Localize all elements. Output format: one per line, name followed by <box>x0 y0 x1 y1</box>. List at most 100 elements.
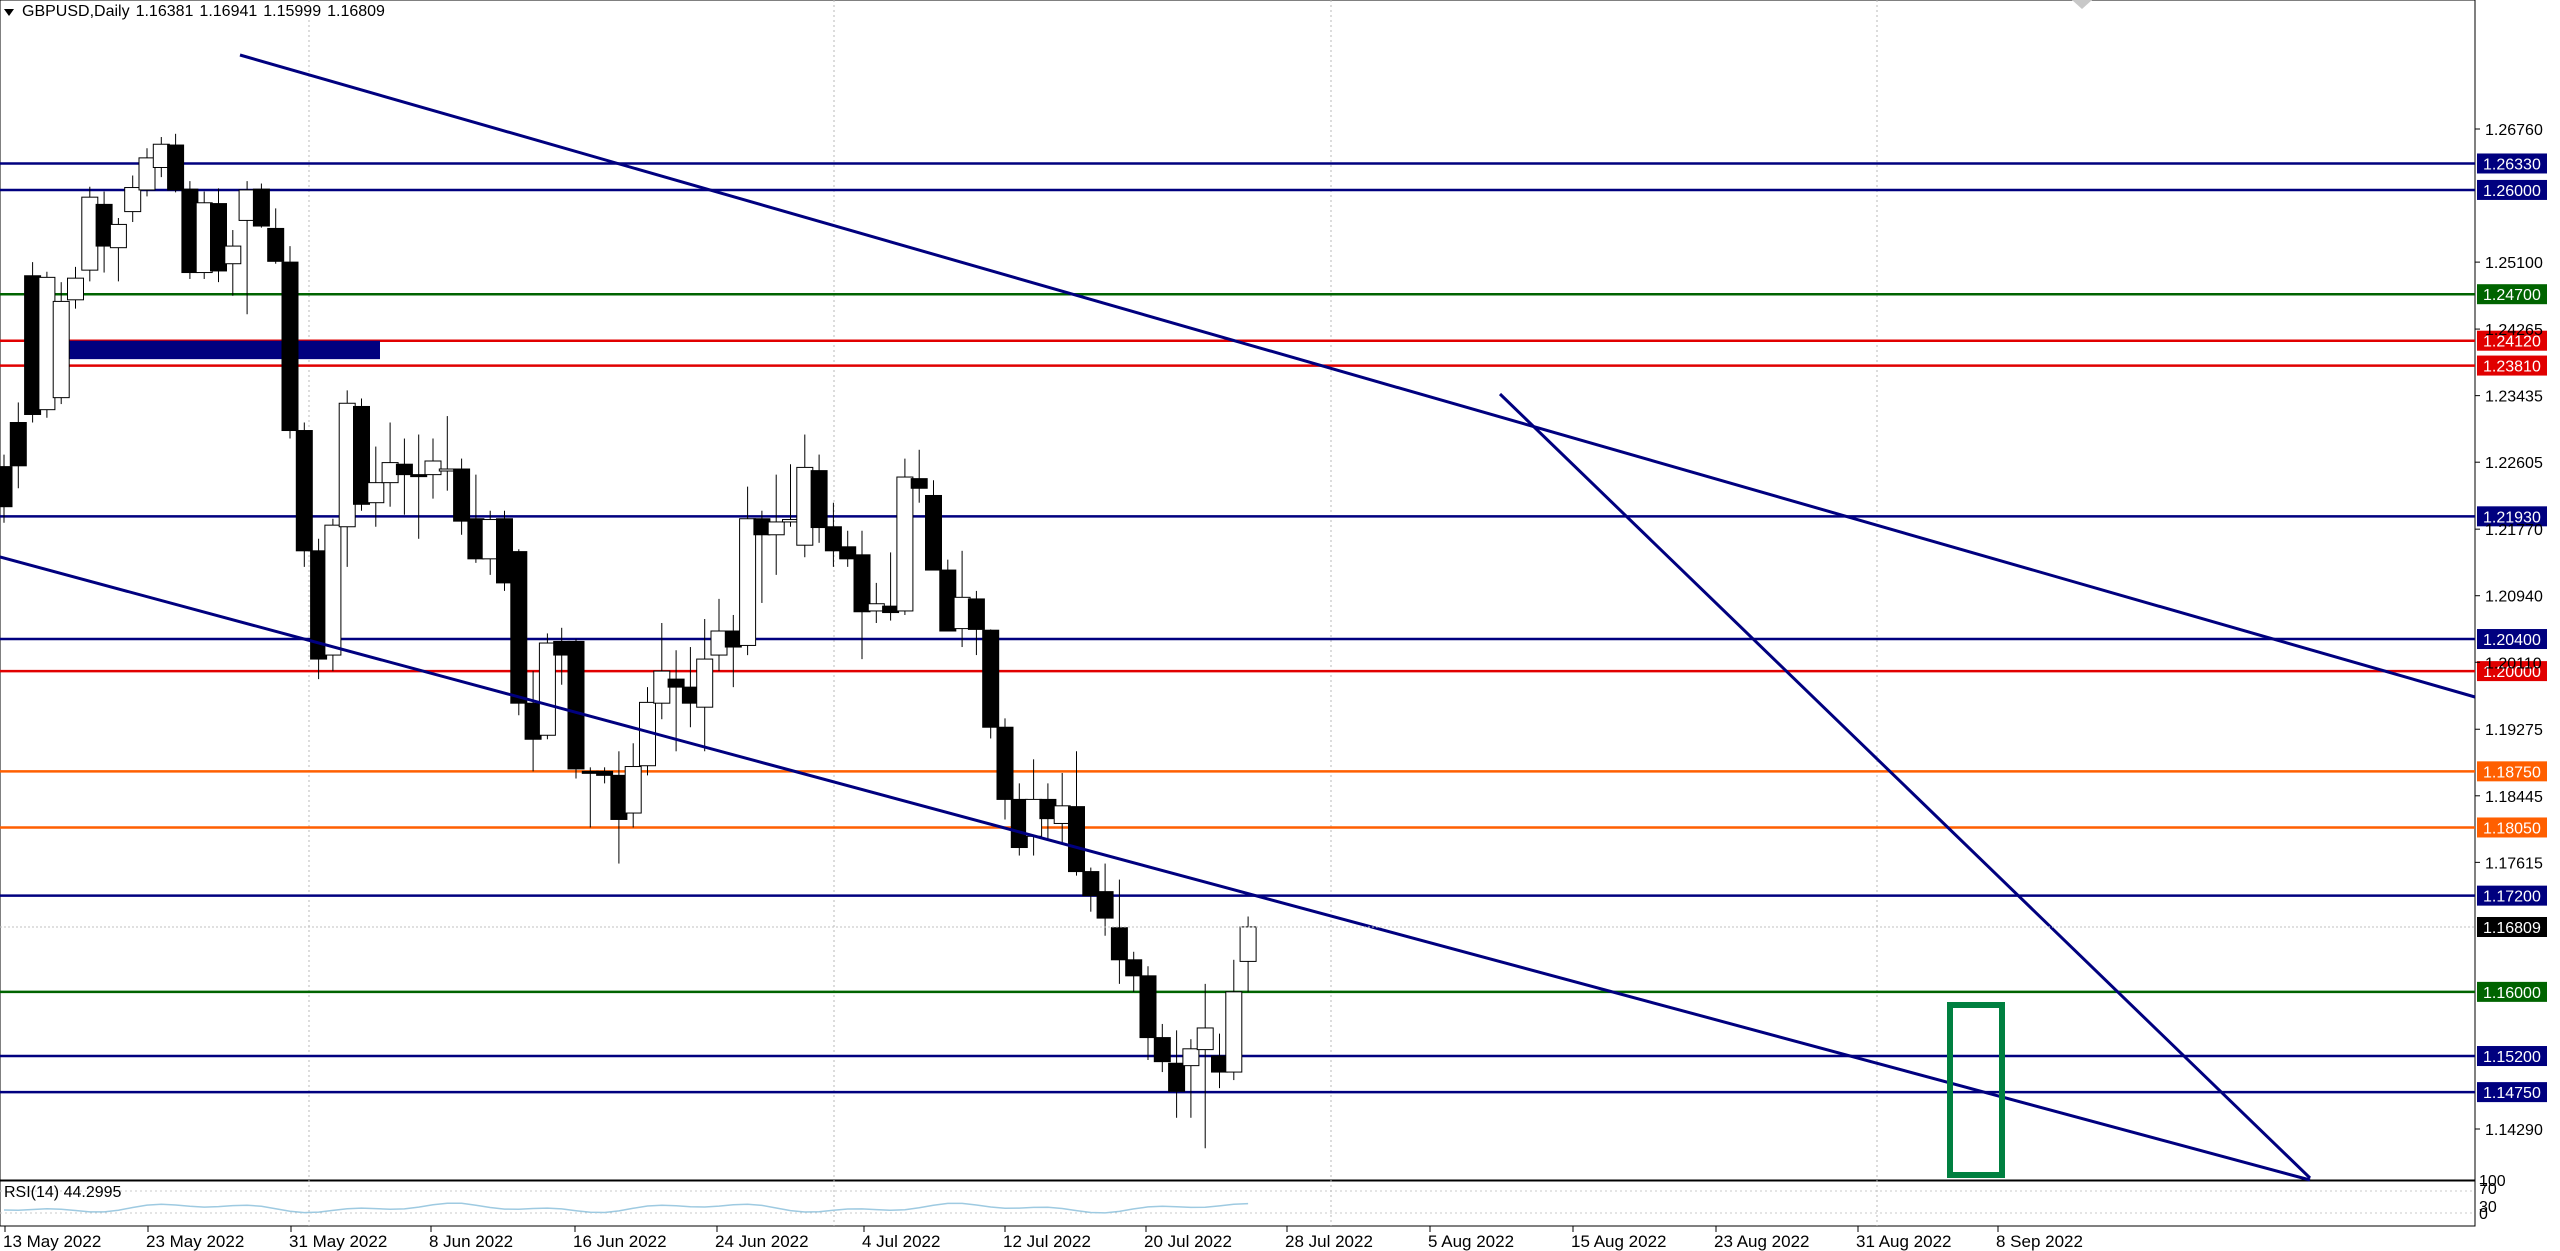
candlestick[interactable] <box>553 627 571 685</box>
bear-candle-body <box>724 630 742 648</box>
candlestick[interactable] <box>167 133 185 193</box>
bull-candle-body <box>438 468 456 472</box>
candlestick[interactable] <box>767 474 785 575</box>
candlestick[interactable] <box>81 186 99 282</box>
candlestick[interactable] <box>52 282 70 405</box>
symbol-timeframe: GBPUSD,Daily <box>22 3 130 20</box>
level-price-label: 1.16000 <box>2483 985 2541 1002</box>
candlestick[interactable] <box>1225 959 1243 1081</box>
candlestick[interactable] <box>596 767 614 784</box>
supply-zone-rectangle[interactable] <box>55 340 380 360</box>
candlestick[interactable] <box>395 438 413 515</box>
candlestick[interactable] <box>538 633 556 740</box>
candlestick[interactable] <box>295 422 313 567</box>
candlestick[interactable] <box>824 502 842 567</box>
candlestick[interactable] <box>310 538 328 680</box>
bear-candle-body <box>910 478 928 489</box>
main-plot-area[interactable] <box>0 0 2476 1181</box>
candlestick[interactable] <box>267 208 285 264</box>
candlestick[interactable] <box>696 618 714 752</box>
trendline[interactable] <box>239 53 2476 699</box>
bull-candle-body <box>424 460 442 476</box>
bull-candle-body <box>124 187 142 213</box>
candlestick[interactable] <box>710 598 728 672</box>
candlestick[interactable] <box>982 629 1000 739</box>
candlestick[interactable] <box>424 438 442 499</box>
trendline[interactable] <box>1498 392 2312 1180</box>
candlestick[interactable] <box>681 647 699 728</box>
candlestick[interactable] <box>124 175 142 223</box>
candlestick[interactable] <box>338 390 356 567</box>
candlestick[interactable] <box>1110 879 1128 984</box>
date-label: 20 Jul 2022 <box>1144 1232 1232 1251</box>
candlestick[interactable] <box>1239 916 1257 992</box>
candlestick[interactable] <box>953 550 971 648</box>
bear-candle-body <box>925 494 942 571</box>
rsi-axis-label: 100 <box>2479 1173 2506 1190</box>
candlestick[interactable] <box>181 181 199 279</box>
candlestick[interactable] <box>38 271 56 418</box>
candlestick[interactable] <box>796 434 814 558</box>
trendline[interactable] <box>0 555 2311 1182</box>
candlestick[interactable] <box>224 230 242 296</box>
candlestick[interactable] <box>1068 751 1085 876</box>
candlestick[interactable] <box>138 148 156 197</box>
candlestick[interactable] <box>453 458 471 535</box>
candlestick[interactable] <box>353 398 370 511</box>
candlestick[interactable] <box>24 262 42 423</box>
highlight-box[interactable] <box>1947 1002 2005 1178</box>
date-label: 31 May 2022 <box>289 1232 387 1251</box>
candlestick[interactable] <box>0 454 13 523</box>
candlestick[interactable] <box>610 751 628 864</box>
candlestick[interactable] <box>624 743 642 828</box>
candlestick[interactable] <box>281 246 299 439</box>
bear-candle-body <box>1096 891 1114 919</box>
date-label: 8 Sep 2022 <box>1996 1232 2083 1251</box>
candlestick[interactable] <box>510 549 528 716</box>
candlestick[interactable] <box>9 402 27 489</box>
candlestick[interactable] <box>467 474 485 563</box>
candlestick[interactable] <box>1139 966 1157 1061</box>
candlestick[interactable] <box>739 486 757 656</box>
candlestick[interactable] <box>853 530 871 660</box>
date-label: 24 Jun 2022 <box>715 1232 809 1251</box>
candlestick[interactable] <box>667 650 685 752</box>
candlestick[interactable] <box>996 718 1014 820</box>
candlestick[interactable] <box>967 590 985 656</box>
bear-candle-body <box>681 686 699 704</box>
candlestick[interactable] <box>238 181 256 315</box>
candlestick[interactable] <box>896 458 914 615</box>
price-tick-label: 1.19275 <box>2485 722 2543 739</box>
dropdown-triangle-icon[interactable] <box>4 8 14 16</box>
candlestick[interactable] <box>839 530 857 567</box>
candlestick[interactable] <box>195 191 213 279</box>
bull-candle-body <box>1239 926 1257 962</box>
scroll-marker-icon[interactable] <box>2072 0 2092 9</box>
candlestick[interactable] <box>567 639 585 779</box>
candlestick[interactable] <box>481 510 499 575</box>
candlestick[interactable] <box>109 218 127 282</box>
candlestick[interactable] <box>910 449 928 503</box>
candlestick[interactable] <box>381 422 399 507</box>
candlestick[interactable] <box>1096 863 1114 936</box>
candlestick[interactable] <box>1211 1033 1228 1089</box>
candlestick[interactable] <box>925 480 942 571</box>
candlestick[interactable] <box>1182 1039 1200 1118</box>
candlestick[interactable] <box>410 434 428 539</box>
candlestick[interactable] <box>1082 867 1100 912</box>
bear-candle-body <box>1039 798 1057 820</box>
candlestick[interactable] <box>810 454 828 543</box>
candlestick[interactable] <box>1125 951 1143 992</box>
candlestick[interactable] <box>939 559 957 632</box>
candlestick[interactable] <box>152 137 170 178</box>
candlestick[interactable] <box>67 266 84 309</box>
candlestick[interactable] <box>1153 1023 1171 1073</box>
candlestick[interactable] <box>1168 1030 1186 1118</box>
candlestick[interactable] <box>1196 983 1214 1149</box>
candlestick[interactable] <box>367 446 385 527</box>
candlestick[interactable] <box>496 510 513 591</box>
candlestick[interactable] <box>252 183 270 228</box>
bull-candle-body <box>538 642 556 736</box>
candlestick[interactable] <box>210 188 227 283</box>
